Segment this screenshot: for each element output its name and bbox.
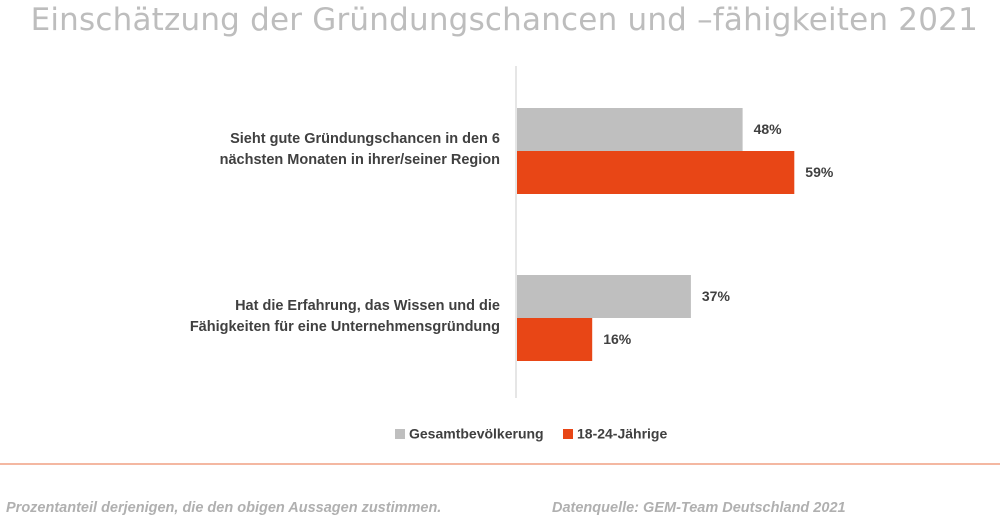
legend-swatch: [395, 429, 405, 439]
bar: [517, 151, 795, 194]
data-label: 16%: [603, 331, 632, 347]
bar: [517, 318, 593, 361]
footer-divider: [0, 463, 1000, 465]
footer-note: Prozentanteil derjenigen, die den obigen…: [6, 500, 442, 516]
data-label: 37%: [702, 288, 731, 304]
bar: [517, 275, 691, 318]
category-label: Sieht gute Gründungschancen in den 6: [230, 131, 500, 147]
data-label: 48%: [754, 121, 783, 137]
chart-title: Einschätzung der Gründungschancen und –f…: [30, 2, 978, 38]
legend-swatch: [563, 429, 573, 439]
bar-chart: Sieht gute Gründungschancen in den 6 näch…: [190, 66, 834, 442]
legend-label: 18-24-Jährige: [577, 426, 667, 442]
legend-label: Gesamtbevölkerung: [409, 426, 544, 442]
data-label: 59%: [805, 164, 834, 180]
category-label: Fähigkeiten für eine Unternehmensgründun…: [190, 319, 500, 335]
category-label: Hat die Erfahrung, das Wissen und die: [235, 298, 500, 314]
bar: [517, 108, 743, 151]
category-label: nächsten Monaten in ihrer/seiner Region: [220, 152, 500, 168]
footer-source: Datenquelle: GEM-Team Deutschland 2021: [552, 500, 846, 516]
